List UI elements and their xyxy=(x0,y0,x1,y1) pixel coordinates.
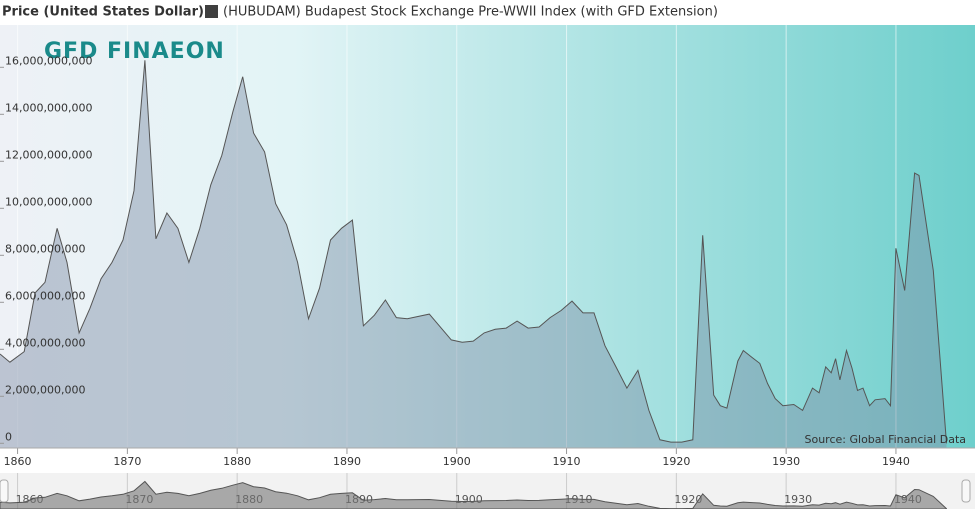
source: Source: Global Financial Data xyxy=(805,433,967,446)
navigator-area xyxy=(0,480,948,509)
y-tick-label: 0 xyxy=(5,430,12,443)
x-tick-label: 1930 xyxy=(772,455,800,468)
logo: GFD FINAEON xyxy=(44,39,225,64)
x-tick-label: 1870 xyxy=(113,455,141,468)
navigator-tick-label: 1930 xyxy=(784,493,812,506)
y-axis-label: Price (United States Dollar) xyxy=(2,5,204,20)
x-tick-label: 1880 xyxy=(223,455,251,468)
x-tick-label: 1890 xyxy=(333,455,361,468)
y-tick-label: 6,000,000,000 xyxy=(5,289,85,302)
y-tick-label: 14,000,000,000 xyxy=(5,101,92,114)
legend-swatch[interactable] xyxy=(205,5,218,18)
navigator-tick-label: 1920 xyxy=(674,493,702,506)
y-tick-label: 4,000,000,000 xyxy=(5,336,85,349)
x-tick-label: 1900 xyxy=(443,455,471,468)
legend-label[interactable]: (HUBUDAM) Budapest Stock Exchange Pre-WW… xyxy=(223,5,718,20)
x-tick-label: 1940 xyxy=(882,455,910,468)
area xyxy=(0,60,947,449)
y-tick-label: 16,000,000,000 xyxy=(5,54,92,67)
line xyxy=(0,60,947,444)
y-tick-label: 12,000,000,000 xyxy=(5,148,92,161)
y-tick-label: 2,000,000,000 xyxy=(5,383,85,396)
plot-background xyxy=(0,25,975,448)
y-tick-label: 10,000,000,000 xyxy=(5,195,92,208)
x-tick-label: 1920 xyxy=(662,455,690,468)
navigator-handle-left[interactable] xyxy=(0,479,9,503)
navigator-handle-right[interactable] xyxy=(961,479,971,503)
x-tick-label: 1910 xyxy=(553,455,581,468)
x-tick-label: 1860 xyxy=(4,455,32,468)
y-tick-label: 8,000,000,000 xyxy=(5,242,85,255)
